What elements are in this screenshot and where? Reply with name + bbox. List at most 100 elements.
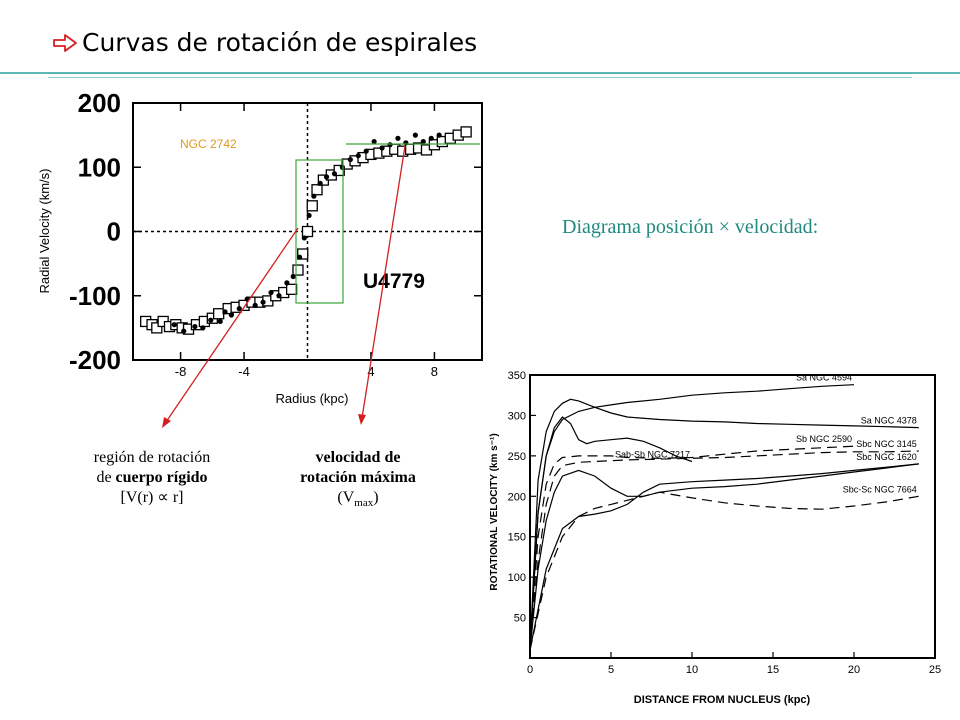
rigid-body-annotation-prefix: de bbox=[96, 469, 116, 486]
chart1-dot-point bbox=[236, 306, 242, 312]
chart1-dot-point bbox=[331, 171, 338, 177]
chart1-dot-point bbox=[200, 325, 206, 331]
chart2-y-tick-label: 200 bbox=[508, 491, 526, 503]
vmax-annotation-line1: velocidad de bbox=[315, 449, 401, 466]
chart1-dot-point bbox=[171, 322, 177, 328]
chart1-dot-point bbox=[428, 135, 434, 141]
chart2-series-line bbox=[529, 398, 919, 650]
chart1-y-axis-label: Radial Velocity (km/s) bbox=[37, 169, 52, 294]
chart1-dot-point bbox=[379, 145, 385, 151]
rotation-curves-sa-sc-chart: 50 100 150 200 250 300 350 0 5 10 15 20 25 Sa NGC 4… bbox=[489, 370, 941, 706]
chart2-series-label: Sbc-Sc NGC 7664 bbox=[843, 484, 917, 494]
arrow-vmax bbox=[361, 145, 406, 419]
chart2-series-line bbox=[529, 491, 919, 651]
chart2-series-label: Sab-Sb NGC 7217 bbox=[615, 450, 690, 460]
chart1-dot-point bbox=[420, 138, 426, 145]
chart1-dot-point bbox=[268, 289, 274, 296]
chart1-dot-point bbox=[222, 309, 228, 315]
chart1-title: U4779 bbox=[363, 270, 425, 293]
chart2-x-tick-label: 10 bbox=[686, 664, 698, 676]
chart1-x-tick-label: -4 bbox=[238, 364, 250, 379]
chart2-series-line bbox=[529, 416, 693, 650]
chart1-dot-point bbox=[339, 164, 345, 170]
chart2-series-label: Sb NGC 2590 bbox=[796, 434, 852, 444]
chart1-dot-point bbox=[228, 312, 234, 318]
chart1-galaxy-label: NGC 2742 bbox=[180, 137, 237, 151]
chart1-dot-point bbox=[412, 132, 418, 138]
chart2-x-tick-label: 25 bbox=[929, 664, 941, 676]
vmax-annotation-line3: (Vmax) bbox=[270, 488, 446, 513]
rigid-body-annotation: región de rotación de cuerpo rígido [V(r… bbox=[66, 448, 238, 508]
chart1-dot-point bbox=[387, 142, 393, 148]
vmax-annotation-line2: rotación máxima bbox=[300, 469, 416, 486]
chart1-dot-point bbox=[306, 212, 312, 219]
chart2-x-tick-label: 20 bbox=[848, 664, 860, 676]
chart2-x-tick-label: 15 bbox=[767, 664, 779, 676]
rotation-curve-u4779-chart: 200 100 0 -100 -200 -8 -4 4 8 NGC 2742 U4779 Ra… bbox=[37, 88, 483, 406]
chart1-dot-point bbox=[403, 140, 409, 146]
chart2-y-tick-label: 250 bbox=[508, 451, 526, 463]
chart2-series-line bbox=[529, 463, 919, 651]
chart1-dot-point bbox=[436, 132, 442, 138]
arrow-head-rigid-body bbox=[162, 417, 171, 428]
chart1-dot-point bbox=[296, 254, 303, 260]
chart1-dot-point bbox=[355, 153, 361, 159]
chart1-square-point bbox=[297, 248, 309, 260]
chart2-series-label: Sa NGC 4594 bbox=[796, 373, 852, 383]
chart2-y-axis-label: ROTATIONAL VELOCITY (km s⁻¹) bbox=[489, 433, 500, 590]
chart2-series-line bbox=[529, 445, 855, 650]
chart2-x-tick-label: 5 bbox=[608, 664, 614, 676]
chart2-y-tick-label: 350 bbox=[508, 370, 526, 382]
chart1-dot-point bbox=[181, 328, 187, 334]
outline-arrow-icon bbox=[53, 33, 77, 52]
vmax-subscript: max bbox=[354, 497, 374, 510]
slide-title-text: Curvas de rotación de espirales bbox=[82, 28, 478, 57]
chart2-series-label: Sa NGC 4378 bbox=[861, 416, 917, 426]
chart2-series-line bbox=[529, 450, 919, 650]
annotation-arrows bbox=[162, 145, 406, 428]
rigid-body-annotation-line3: [V(r) ∝ r] bbox=[120, 489, 184, 506]
chart2-y-tick-label: 300 bbox=[508, 410, 526, 422]
chart1-y-tick-label: 0 bbox=[107, 217, 121, 247]
chart1-square-point bbox=[333, 164, 345, 177]
slide-title: Curvas de rotación de espirales bbox=[52, 28, 477, 57]
chart1-square-point bbox=[213, 308, 225, 320]
chart1-y-tick-label: -200 bbox=[69, 345, 121, 375]
chart1-dot-point bbox=[323, 174, 330, 180]
vmax-paren-close: ) bbox=[373, 489, 379, 506]
chart2-frame bbox=[529, 374, 936, 659]
chart1-dot-point bbox=[371, 138, 377, 145]
chart1-dot-point bbox=[260, 299, 266, 305]
chart1-dot-point bbox=[252, 302, 258, 308]
chart1-x-tick-label: -8 bbox=[175, 364, 187, 379]
chart2-y-tick-label: 100 bbox=[508, 572, 526, 584]
chart1-dot-point bbox=[363, 148, 369, 154]
rigid-body-annotation-line2: de cuerpo rígido bbox=[66, 468, 238, 488]
rigid-body-annotation-bold: cuerpo rígido bbox=[115, 469, 208, 486]
chart1-x-axis-label: Radius (kpc) bbox=[276, 391, 349, 406]
chart1-square-point bbox=[460, 126, 472, 138]
chart1-dot-point bbox=[395, 135, 401, 141]
chart1-x-tick-label: 4 bbox=[367, 364, 374, 379]
chart2-x-tick-label: 0 bbox=[527, 664, 533, 676]
chart1-y-tick-label: 100 bbox=[78, 152, 121, 182]
chart1-square-point bbox=[292, 264, 304, 276]
chart1-dot-point bbox=[301, 235, 307, 241]
chart1-dot-point bbox=[276, 293, 282, 299]
chart1-x-tick-label: 8 bbox=[431, 364, 438, 379]
chart1-square-point bbox=[285, 283, 298, 295]
chart2-series-label: Sbc NGC 3145 bbox=[856, 439, 917, 449]
chart1-dot-point bbox=[208, 317, 214, 323]
chart1-square-point bbox=[151, 322, 163, 334]
chart1-dot-point bbox=[317, 180, 323, 186]
chart1-dot-point bbox=[311, 193, 317, 199]
chart2-x-axis-label: DISTANCE FROM NUCLEUS (kpc) bbox=[634, 694, 811, 706]
chart1-dot-point bbox=[192, 323, 198, 330]
arrow-head-vmax bbox=[358, 414, 366, 425]
rigid-body-annotation-line1: región de rotación bbox=[93, 449, 211, 466]
chart2-y-tick-label: 150 bbox=[508, 532, 526, 544]
title-rule bbox=[0, 72, 960, 74]
chart1-dot-point bbox=[217, 318, 223, 325]
diagram-label: Diagrama posición × velocidad: bbox=[562, 216, 819, 238]
chart1-square-point bbox=[306, 200, 318, 212]
